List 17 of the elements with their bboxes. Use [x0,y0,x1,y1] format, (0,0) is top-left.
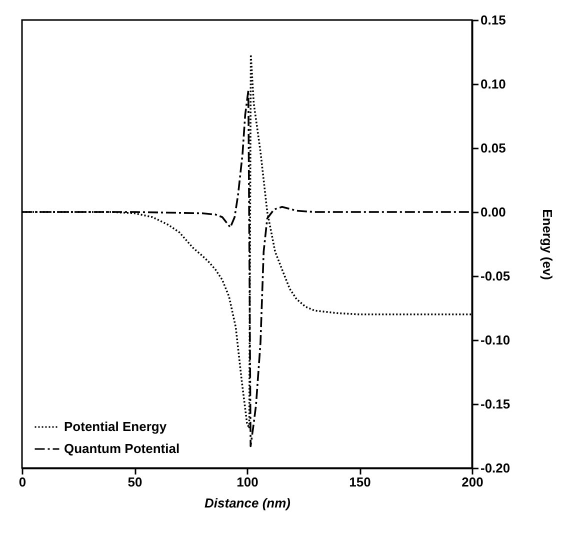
y-tick-label: 0.10 [480,76,506,92]
legend-label: Quantum Potential [64,441,180,456]
y-axis-title: Energy (ev) [540,209,556,280]
x-tick-label: 100 [236,474,258,490]
y-tick-label: 0.05 [480,140,506,156]
y-tick-label: -0.15 [480,396,510,412]
x-tick-label: 0 [18,474,26,490]
y-tick-label: -0.10 [480,332,510,348]
x-tick-label: 150 [349,474,371,490]
legend-label: Potential Energy [64,419,168,434]
x-tick-label: 50 [128,474,142,490]
x-axis-title: Distance (nm) [204,496,290,510]
x-tick-label: 200 [462,474,484,490]
y-tick-label: -0.05 [480,268,510,284]
y-tick-label: 0.00 [480,204,506,220]
y-tick-label: 0.15 [480,12,506,28]
y-tick-label: -0.20 [480,460,510,476]
